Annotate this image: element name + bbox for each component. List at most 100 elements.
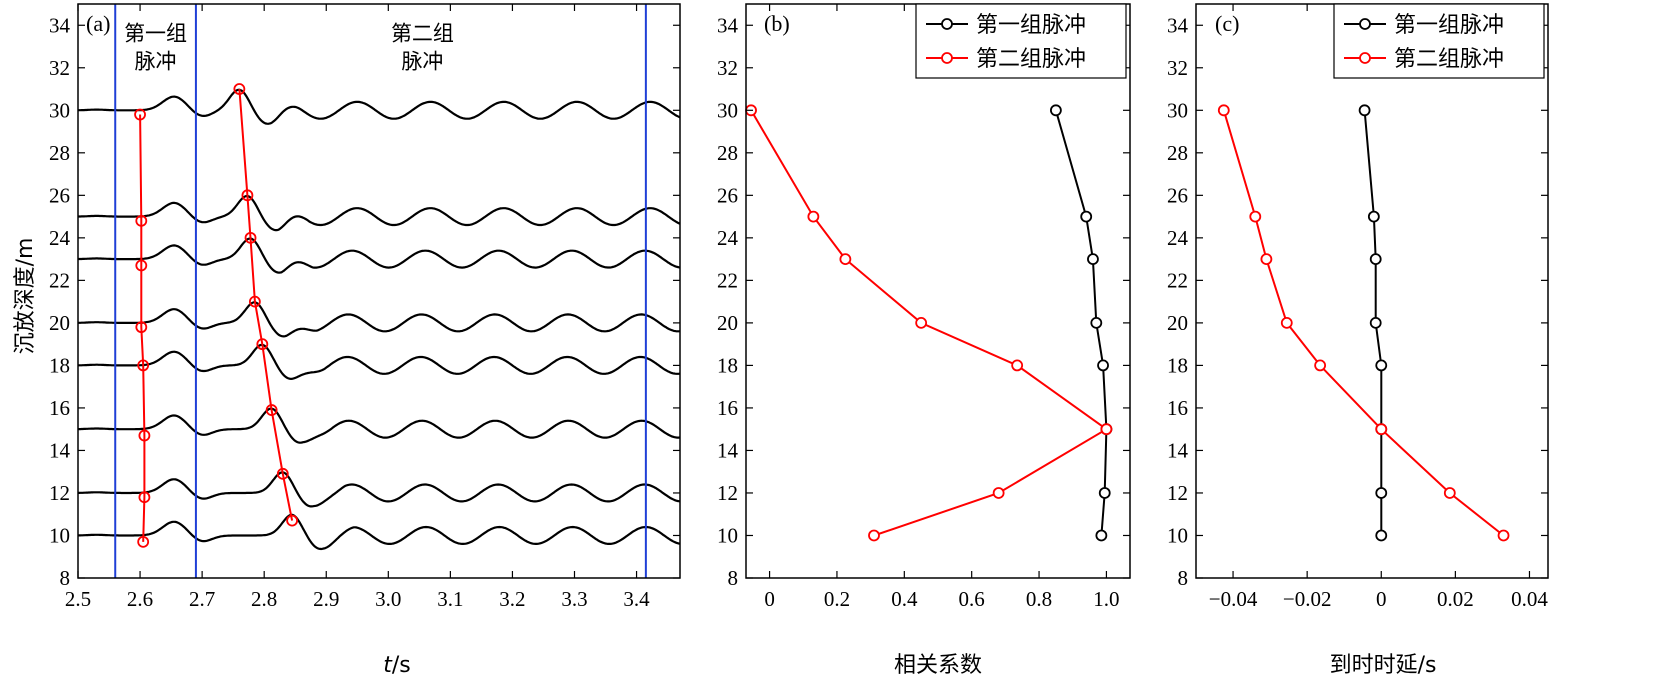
- pulse1-pick-line: [139, 114, 146, 542]
- x-tick-label: −0.04: [1209, 587, 1258, 611]
- legend-swatch-marker: [941, 18, 953, 30]
- pulse2-pick-marker: [265, 404, 278, 416]
- legend-entry-2: 第二组脉冲: [976, 47, 1086, 72]
- y-tick-label: 24: [49, 226, 71, 250]
- trace-30m: [78, 88, 681, 125]
- series-2-point: [992, 487, 1005, 499]
- legend-entry-1: 第一组脉冲: [1394, 13, 1504, 38]
- y-tick-label: 22: [1167, 268, 1188, 292]
- annotation-1-line-2: 脉冲: [135, 50, 177, 74]
- y-tick-label: 18: [1167, 353, 1188, 377]
- x-tick-label: 3.0: [375, 587, 401, 611]
- pulse2-pick-marker: [256, 338, 269, 351]
- pulse2-pick-marker: [244, 231, 257, 244]
- pulse1-pick-marker: [135, 214, 148, 227]
- y-tick-label: 18: [717, 353, 738, 377]
- trace-25m: [78, 194, 681, 232]
- legend-swatch-marker: [1359, 52, 1371, 64]
- y-tick-label: 20: [1167, 311, 1188, 335]
- series-1-point: [1369, 253, 1382, 266]
- panel-c-xlabel: 到时时延/s: [1330, 653, 1437, 678]
- series-2-point: [1314, 359, 1327, 372]
- annotation-2-line-2: 脉冲: [401, 50, 443, 74]
- plot-frame: [745, 3, 1131, 579]
- panel-a-window-lines: [114, 4, 647, 578]
- panel-a-ylabel: 沉放深度/m: [13, 238, 38, 355]
- panel-b-label: (b): [764, 11, 790, 36]
- y-tick-label: 34: [1167, 13, 1189, 37]
- y-tick-label: 8: [60, 566, 71, 590]
- x-tick-label: 0: [764, 587, 775, 611]
- series-1-point: [1049, 104, 1062, 117]
- pulse1-pick-marker: [137, 535, 150, 548]
- pulse1-pick-marker: [135, 259, 148, 272]
- y-tick-label: 26: [717, 183, 738, 207]
- x-tick-label: 2.6: [127, 587, 153, 611]
- pulse1-pick-marker: [137, 359, 150, 372]
- y-tick-label: 32: [717, 56, 738, 80]
- panel-c-label: (c): [1215, 11, 1239, 36]
- panel-a: (a) 沉放深度/m t/s 第一组脉冲 第二组脉冲 8 10 12 14 16 18 20 2…: [13, 3, 681, 678]
- y-tick-label: 34: [717, 13, 739, 37]
- series-2-point: [1375, 423, 1388, 436]
- y-tick-label: 18: [49, 353, 70, 377]
- y-tick-label: 12: [49, 481, 70, 505]
- x-tick-label: 0.2: [824, 587, 850, 611]
- x-tick-label: 1.0: [1093, 587, 1119, 611]
- trace-15m: [78, 407, 681, 444]
- x-tick-label: 2.8: [251, 587, 277, 611]
- series-2-point: [1100, 423, 1113, 436]
- legend-swatch-marker: [941, 52, 953, 64]
- panel-c: (c) 到时时延/s 8 10 12 14 16 18 20 22 24 26 28 30 32 34 −0…: [1167, 3, 1549, 678]
- panel-b-axes: 8 10 12 14 16 18 20 22 24 26 28 30 32 34 0 0.2 0.4 0.6 0.8…: [717, 3, 1131, 611]
- annotation-1-line-1: 第一组: [124, 22, 187, 46]
- x-tick-label: 0.4: [891, 587, 918, 611]
- y-tick-label: 14: [717, 438, 739, 462]
- x-tick-label: −0.02: [1283, 587, 1332, 611]
- series-1-point: [1098, 487, 1111, 499]
- x-tick-label: 2.7: [189, 587, 215, 611]
- y-tick-label: 22: [49, 268, 70, 292]
- series-1-point: [1080, 210, 1093, 223]
- panel-c-series: [1217, 104, 1510, 542]
- trace-18m: [78, 343, 681, 381]
- pulse1-pick-marker: [138, 429, 151, 442]
- y-tick-label: 10: [717, 523, 738, 547]
- x-tick-label: 0.8: [1026, 587, 1052, 611]
- x-tick-label: 3.1: [437, 587, 463, 611]
- pulse1-pick-marker: [134, 108, 146, 121]
- panel-b-series: [745, 104, 1113, 542]
- y-tick-label: 30: [1167, 98, 1188, 122]
- y-tick-label: 8: [728, 566, 739, 590]
- x-tick-label: 3.2: [499, 587, 525, 611]
- panel-a-pulse-lines: [134, 83, 299, 548]
- y-tick-label: 24: [1167, 226, 1189, 250]
- series-2-point: [1249, 210, 1262, 223]
- series-1-point: [1087, 253, 1099, 266]
- pulse2-pick-marker: [248, 295, 261, 308]
- pulse2-pick-marker: [276, 467, 289, 480]
- legend-entry-2: 第二组脉冲: [1394, 47, 1504, 72]
- series-1-point: [1375, 529, 1388, 542]
- y-tick-label: 30: [717, 98, 738, 122]
- panel-a-axes: 8 10 12 14 16 18 20 22 24 26 28 30 32 34 2.5 2.6 2.7 2.8 2…: [49, 3, 681, 611]
- x-tick-label: 2.9: [313, 587, 339, 611]
- panel-a-xlabel-unit: /s: [392, 653, 411, 678]
- series-2-point: [915, 316, 928, 329]
- y-tick-label: 16: [1167, 396, 1188, 420]
- y-tick-label: 16: [717, 396, 738, 420]
- series-1-line: [1363, 110, 1383, 536]
- series-1-point: [1090, 316, 1103, 329]
- series-2-line: [750, 109, 1109, 537]
- y-tick-label: 16: [49, 396, 70, 420]
- trace-20m: [78, 301, 681, 338]
- series-2-point: [868, 529, 880, 542]
- y-tick-label: 12: [1167, 481, 1188, 505]
- y-tick-label: 14: [49, 438, 71, 462]
- legend-box: [1333, 3, 1545, 79]
- pulse1-pick-marker: [135, 321, 148, 334]
- panel-b-xlabel: 相关系数: [894, 653, 982, 678]
- x-tick-label: 3.3: [561, 587, 587, 611]
